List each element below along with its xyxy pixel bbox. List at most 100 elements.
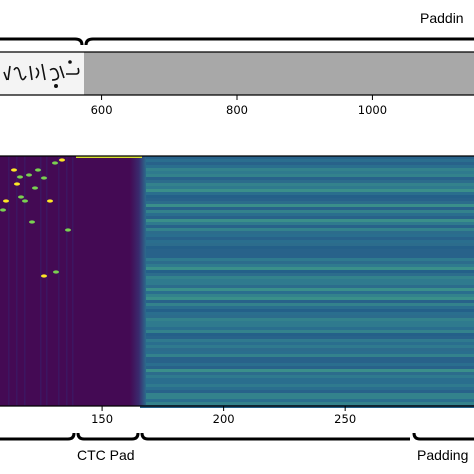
- heatmap-row: [140, 369, 474, 372]
- heatmap-row: [140, 237, 474, 240]
- heatmap-column: [16, 156, 18, 406]
- heatmap-row: [140, 159, 474, 162]
- x-tick-label: 600: [90, 103, 113, 117]
- heatmap-row: [140, 390, 474, 393]
- heatmap-row: [140, 207, 474, 210]
- heatmap-row: [140, 246, 474, 249]
- heatmap-row: [140, 330, 474, 333]
- activation-spot: [17, 175, 23, 179]
- heatmap-row: [140, 372, 474, 375]
- padding-label-top: Paddin: [420, 10, 464, 26]
- heatmap-row: [140, 210, 474, 213]
- x-tick-label: 200: [212, 412, 235, 426]
- heatmap-row: [140, 183, 474, 186]
- padding-label-bottom: Padding: [417, 447, 469, 463]
- heatmap-row: [140, 267, 474, 270]
- activation-spot: [52, 161, 58, 165]
- heatmap-row: [140, 276, 474, 279]
- activation-spot: [35, 168, 41, 172]
- heatmap-row: [140, 366, 474, 369]
- heatmap-column: [40, 156, 42, 406]
- activation-spot: [65, 228, 71, 232]
- activation-spot: [26, 173, 32, 177]
- heatmap-row: [140, 195, 474, 198]
- heatmap-row: [140, 231, 474, 234]
- handwritten-text-icon: [3, 60, 80, 89]
- activation-spot: [32, 186, 38, 190]
- heatmap-row: [140, 213, 474, 216]
- heatmap-row: [140, 204, 474, 207]
- heatmap-row: [140, 270, 474, 273]
- heatmap-row: [140, 171, 474, 174]
- x-tick-label: 1000: [357, 103, 388, 117]
- heatmap-row: [140, 174, 474, 177]
- heatmap-row: [140, 225, 474, 228]
- heatmap-row: [140, 309, 474, 312]
- activation-spot: [18, 195, 24, 199]
- activation-spot: [14, 182, 20, 186]
- heatmap-row: [140, 285, 474, 288]
- heatmap-row: [140, 399, 474, 402]
- ctc-pad-label: CTC Pad: [77, 447, 135, 463]
- heatmap-row: [140, 333, 474, 336]
- heatmap-row: [140, 291, 474, 294]
- activation-spot: [11, 168, 17, 172]
- heatmap-row: [140, 243, 474, 246]
- heatmap-row: [140, 177, 474, 180]
- heatmap-row: [140, 168, 474, 171]
- heatmap-row: [140, 315, 474, 318]
- heatmap-column: [24, 156, 26, 406]
- heatmap-row: [140, 342, 474, 345]
- heatmap-row: [140, 294, 474, 297]
- activation-spot: [3, 199, 9, 203]
- heatmap-row: [140, 345, 474, 348]
- heatmap-row: [140, 228, 474, 231]
- heatmap-row: [140, 312, 474, 315]
- heatmap-row: [140, 240, 474, 243]
- heatmap-row: [140, 258, 474, 261]
- heatmap-row: [140, 156, 474, 159]
- heatmap-row: [140, 288, 474, 291]
- heatmap-row: [140, 273, 474, 276]
- heatmap-row: [140, 381, 474, 384]
- heatmap-row: [140, 375, 474, 378]
- heatmap-column: [8, 156, 10, 406]
- heatmap-row: [140, 249, 474, 252]
- activation-spot: [22, 199, 28, 203]
- heatmap-row: [140, 162, 474, 165]
- heatmap-row: [140, 402, 474, 405]
- heatmap-row: [140, 396, 474, 399]
- heatmap-row: [140, 360, 474, 363]
- heatmap-row: [140, 348, 474, 351]
- activation-spot: [0, 208, 6, 212]
- heatmap-row: [140, 363, 474, 366]
- top-bracket: [0, 37, 474, 46]
- heatmap-column: [58, 156, 60, 406]
- attention-heatmap: [0, 155, 474, 411]
- heatmap-row: [140, 321, 474, 324]
- heatmap-row: [140, 234, 474, 237]
- heatmap-row: [140, 336, 474, 339]
- heatmap-row: [140, 339, 474, 342]
- heatmap-row: [140, 192, 474, 195]
- x-tick-label: 150: [91, 412, 114, 426]
- heatmap-row: [140, 186, 474, 189]
- x-tick-label: 800: [226, 103, 248, 117]
- heatmap-column: [66, 156, 68, 406]
- heatmap-row: [140, 279, 474, 282]
- heatmap-column: [72, 156, 74, 406]
- heatmap-row: [140, 387, 474, 390]
- x-tick-label: 250: [334, 412, 357, 426]
- heatmap-row: [140, 252, 474, 255]
- heatmap-row: [140, 198, 474, 201]
- heatmap-row: [140, 354, 474, 357]
- heatmap-row: [140, 201, 474, 204]
- heatmap-column: [46, 156, 48, 406]
- heatmap-row: [140, 222, 474, 225]
- heatmap-row: [140, 216, 474, 219]
- heatmap-row: [140, 255, 474, 258]
- heatmap-row: [140, 324, 474, 327]
- heatmap-row: [140, 393, 474, 396]
- heatmap-row: [140, 180, 474, 183]
